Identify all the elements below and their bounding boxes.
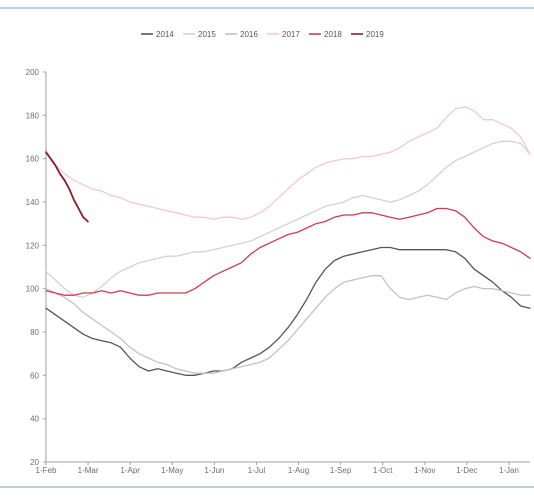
y-tick-label: 100: [26, 285, 40, 294]
y-tick-label: 160: [26, 155, 40, 164]
legend-label-2015: 2015: [198, 30, 216, 39]
series-line-2015: [45, 140, 531, 298]
x-tick-label: 1-Dec: [456, 466, 477, 475]
y-tick-label: 140: [26, 198, 40, 207]
x-tick-label: 1-Oct: [373, 466, 393, 475]
legend-label-2018: 2018: [324, 30, 342, 39]
x-tick-label: 1-Sep: [330, 466, 352, 475]
series-line-2018: [45, 207, 531, 296]
y-axis: 20 40 60 80 100 120 140 160 180 200: [26, 68, 47, 467]
x-tick-label: 1-May: [161, 466, 183, 475]
x-tick-label: 1-Apr: [120, 466, 140, 475]
x-tick-label: 1-Aug: [288, 466, 309, 475]
legend-label-2017: 2017: [282, 30, 300, 39]
y-tick-label: 40: [30, 415, 39, 424]
series-line-2014: [45, 246, 531, 376]
x-tick-label: 1-Mar: [78, 466, 99, 475]
x-tick-label: 1-Nov: [414, 466, 435, 475]
x-tick-label: 1-Feb: [36, 466, 57, 475]
x-tick-label: 1-Jan: [499, 466, 519, 475]
legend-label-2014: 2014: [156, 30, 174, 39]
series-line-2019: [45, 151, 89, 223]
y-tick-label: 200: [26, 68, 40, 77]
legend: 2014 2015 2016 2017 2018 2019: [141, 30, 384, 39]
series-line-2016: [45, 275, 531, 374]
y-tick-label: 20: [30, 458, 39, 467]
x-tick-label: 1-Jun: [204, 466, 224, 475]
legend-label-2016: 2016: [240, 30, 258, 39]
y-tick-label: 180: [26, 111, 40, 120]
series-layer: [45, 106, 531, 376]
y-tick-label: 120: [26, 241, 40, 250]
legend-label-2019: 2019: [366, 30, 384, 39]
y-tick-label: 60: [30, 371, 39, 380]
x-axis: 1-Feb 1-Mar 1-Apr 1-May 1-Jun 1-Jul 1-Aug 1-Sep…: [36, 461, 530, 475]
x-tick-label: 1-Jul: [248, 466, 266, 475]
series-line-2017: [45, 106, 531, 220]
y-tick-label: 80: [30, 328, 39, 337]
